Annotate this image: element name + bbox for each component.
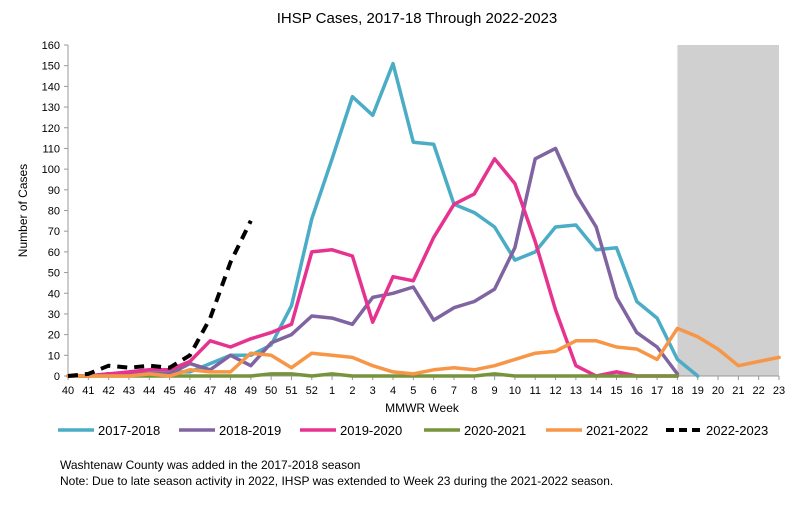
x-tick-label: 48 [224,385,236,397]
y-axis-ticks: 0 10 20 30 40 50 60 70 80 90 100 110 120 130 140 150 160 [42,40,68,383]
x-tick-label: 16 [631,385,643,397]
x-tick-label: 3 [370,385,376,397]
y-tick-label: 30 [48,309,60,321]
legend-label: 2019-2020 [340,423,402,438]
x-tick-label: 23 [773,385,785,397]
x-tick-label: 20 [712,385,724,397]
y-tick-label: 160 [42,40,60,52]
line-chart: IHSP Cases, 2017-18 Through 2022-2023 0 1… [16,10,785,438]
y-tick-label: 80 [48,206,60,218]
legend-label: 2022-2023 [706,423,768,438]
x-tick-label: 46 [184,385,196,397]
y-tick-label: 130 [42,102,60,114]
series-line-2018-2019 [66,146,680,378]
y-tick-label: 120 [42,123,60,135]
x-axis-label: MMWR Week [385,401,460,415]
x-tick-label: 47 [204,385,216,397]
x-tick-label: 7 [451,385,457,397]
legend-label: 2021-2022 [586,423,648,438]
y-tick-label: 110 [42,143,60,155]
x-tick-label: 45 [163,385,175,397]
y-tick-label: 0 [54,371,60,383]
x-tick-label: 22 [753,385,765,397]
x-tick-label: 14 [590,385,602,397]
chart-title: IHSP Cases, 2017-18 Through 2022-2023 [277,10,557,27]
x-tick-label: 9 [492,385,498,397]
x-tick-label: 8 [471,385,477,397]
x-tick-label: 49 [245,385,257,397]
shaded-extension-region [677,45,779,376]
legend-label: 2017-2018 [98,423,160,438]
legend-label: 2020-2021 [464,423,526,438]
x-tick-label: 10 [509,385,521,397]
y-tick-label: 50 [48,268,60,280]
x-tick-label: 1 [329,385,335,397]
y-tick-label: 70 [48,226,60,238]
x-tick-label: 5 [410,385,416,397]
y-tick-label: 140 [42,81,60,93]
legend-label: 2018-2019 [219,423,281,438]
x-tick-label: 51 [285,385,297,397]
x-tick-label: 17 [651,385,663,397]
y-tick-label: 40 [48,288,60,300]
x-tick-label: 21 [732,385,744,397]
y-axis-label: Number of Cases [16,164,30,257]
x-tick-label: 15 [610,385,622,397]
x-tick-label: 11 [530,385,541,397]
series-line-2021-2022 [66,326,781,378]
x-axis-ticks: 40 41 42 43 44 45 46 47 48 49 50 51 52 1 2 3 4 5 6 7 8 9 10 11 1… [62,376,785,397]
x-tick-label: 40 [62,385,74,397]
x-tick-label: 44 [143,385,155,397]
series-line-2017-2018 [66,61,700,378]
series-lines [66,61,781,378]
x-tick-label: 43 [123,385,135,397]
series-line-2019-2020 [66,157,680,378]
x-tick-label: 41 [82,385,94,397]
note-extension: Note: Due to late season activity in 202… [60,474,614,488]
x-tick-label: 6 [431,385,437,397]
x-tick-label: 42 [103,385,115,397]
x-tick-label: 18 [671,385,683,397]
y-tick-label: 90 [48,185,60,197]
y-tick-label: 10 [48,350,60,362]
x-tick-label: 4 [390,385,396,397]
note-washtenaw: Washtenaw County was added in the 2017-2… [60,458,361,472]
y-tick-label: 20 [48,330,60,342]
x-tick-label: 13 [570,385,582,397]
y-tick-label: 60 [48,247,60,259]
y-tick-label: 100 [42,164,60,176]
x-tick-label: 19 [692,385,704,397]
series-line-2022-2023 [67,219,253,378]
x-tick-label: 12 [549,385,561,397]
x-tick-label: 52 [306,385,318,397]
x-tick-label: 2 [349,385,355,397]
legend: 2017-2018 2018-2019 2019-2020 2020-2021 2021… [58,423,768,438]
y-tick-label: 150 [42,61,60,73]
x-tick-label: 50 [265,385,277,397]
